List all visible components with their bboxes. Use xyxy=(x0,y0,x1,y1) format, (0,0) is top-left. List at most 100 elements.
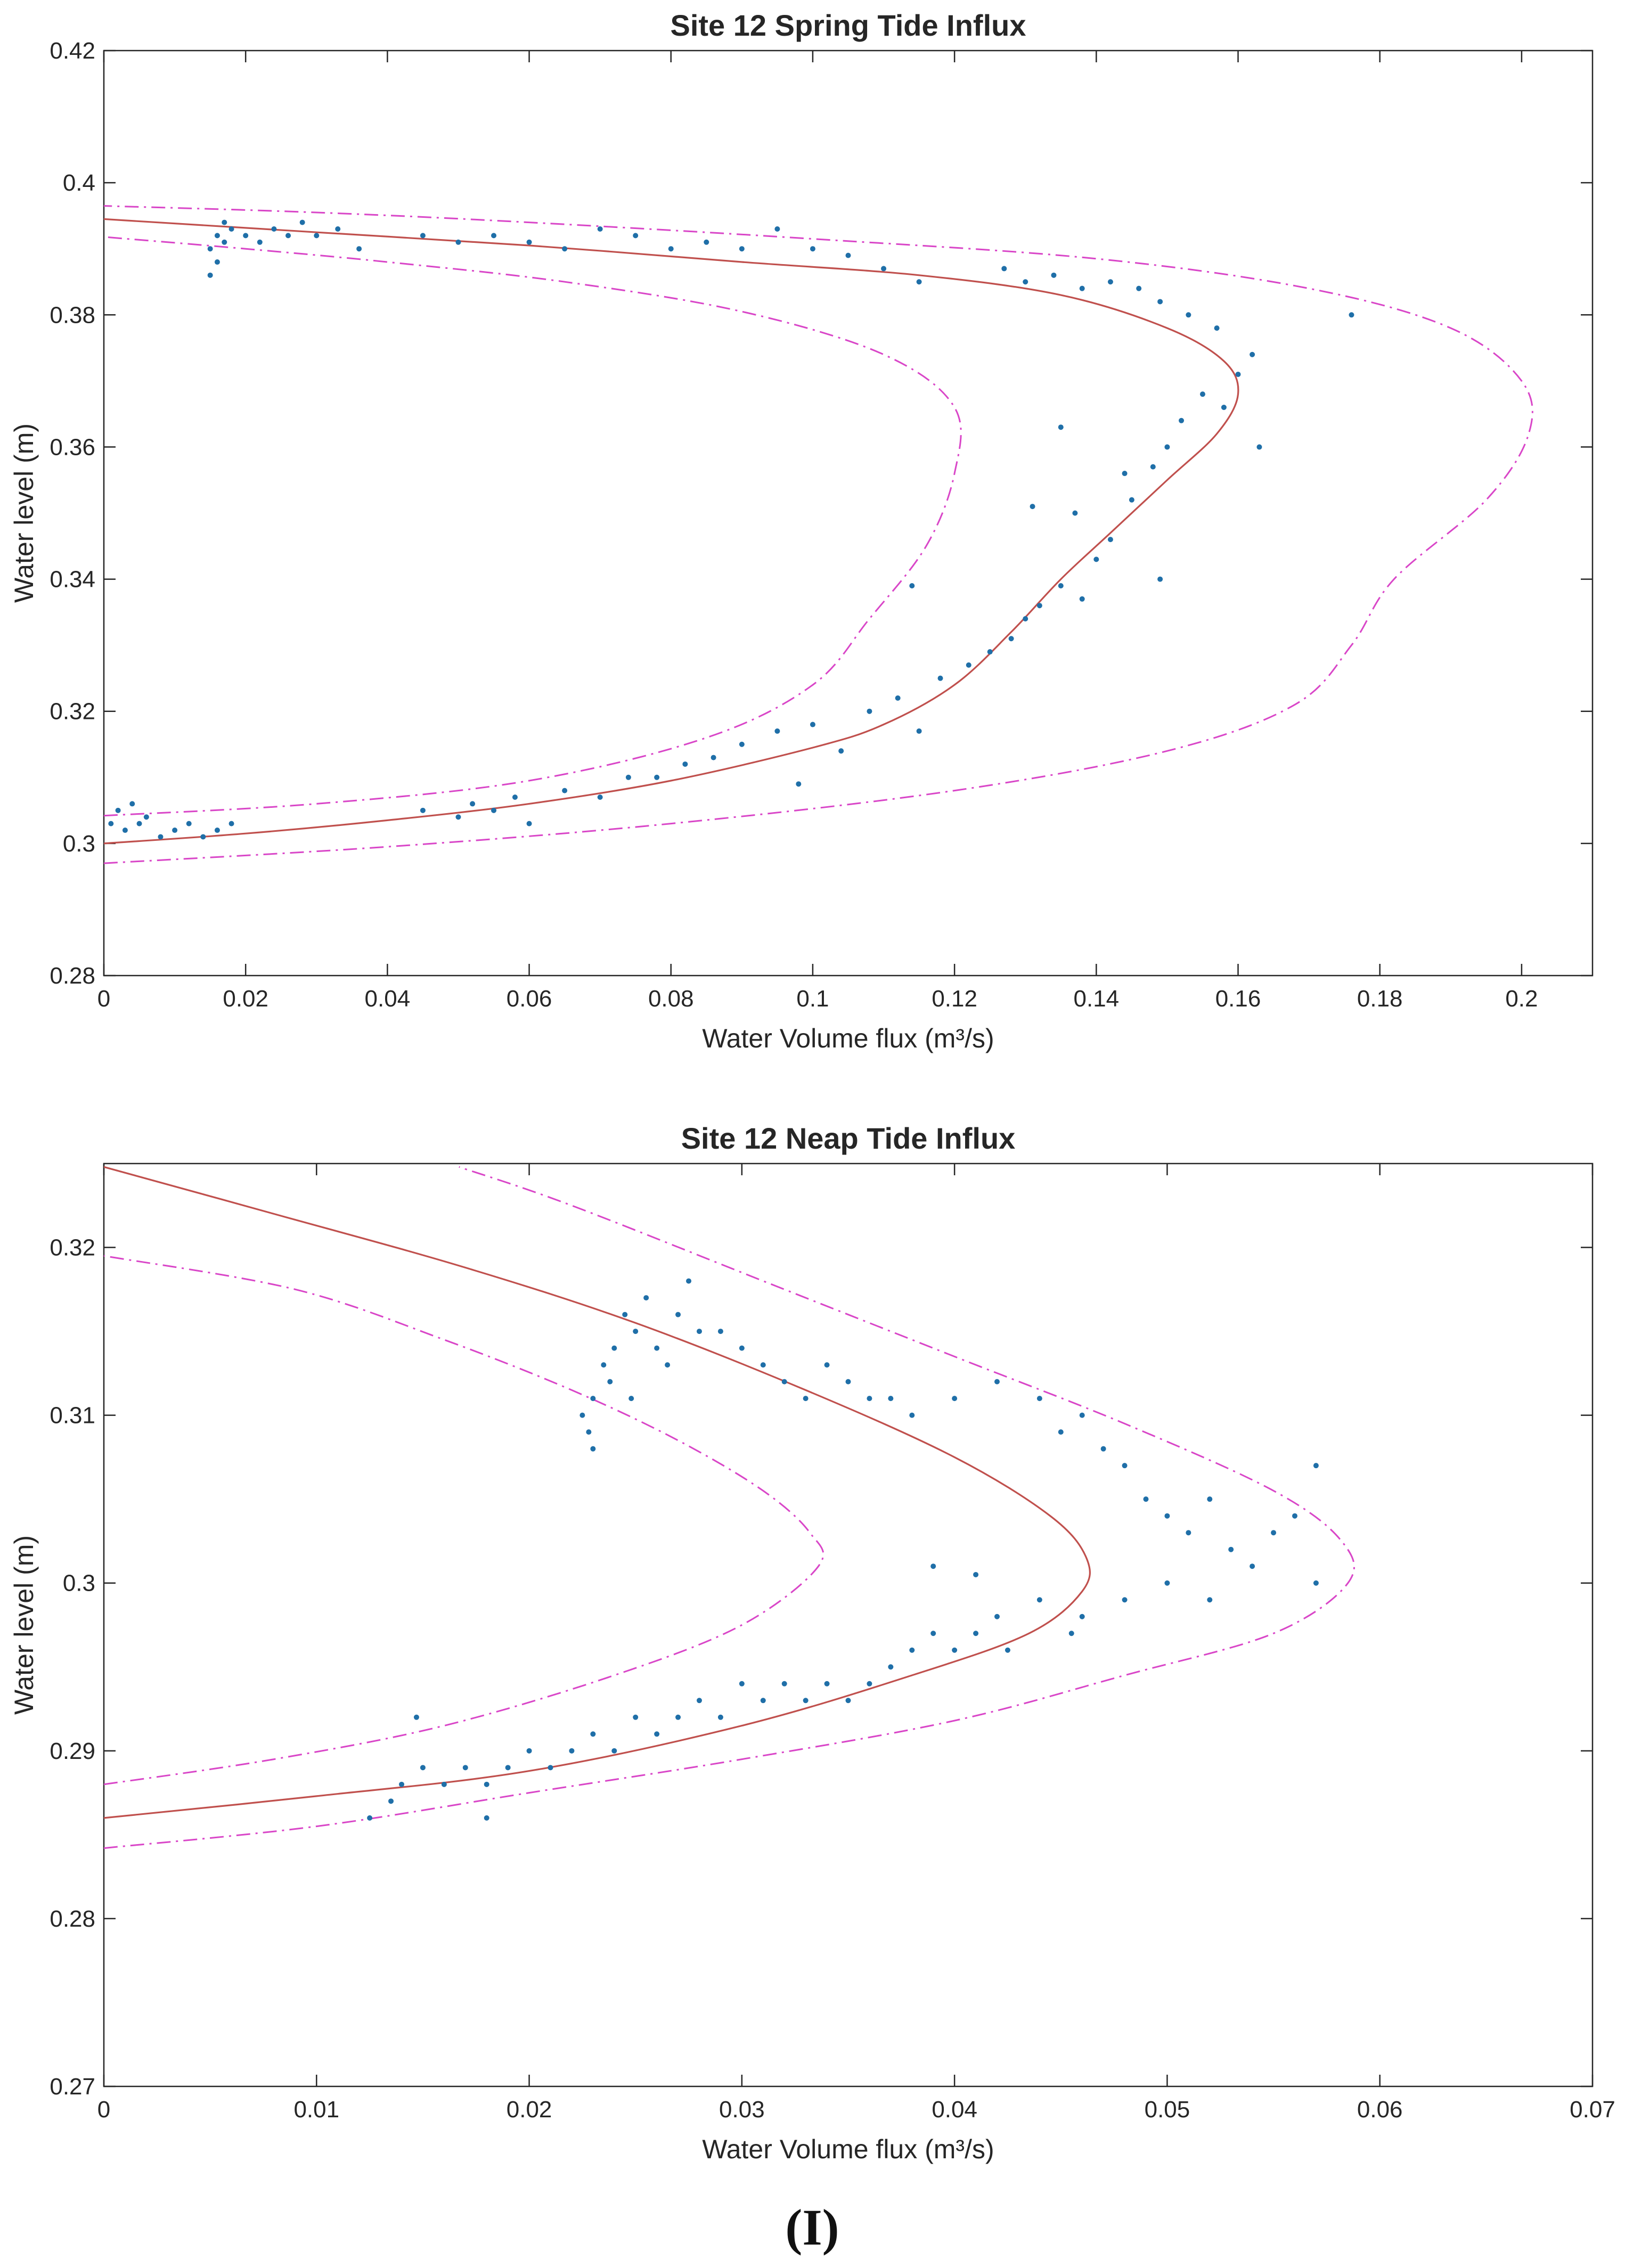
data-point xyxy=(994,1614,1000,1619)
data-point xyxy=(1068,1631,1074,1636)
data-point xyxy=(881,266,887,272)
data-point xyxy=(888,1396,894,1402)
data-point xyxy=(1036,1396,1042,1402)
data-point xyxy=(739,246,745,252)
data-point xyxy=(760,1362,766,1368)
data-point xyxy=(1072,510,1078,516)
data-point xyxy=(462,1765,468,1771)
data-point xyxy=(1256,444,1262,450)
data-point xyxy=(367,1815,373,1821)
data-point xyxy=(916,279,922,285)
data-point xyxy=(1221,404,1227,410)
data-point xyxy=(682,761,688,767)
x-tick-label: 0.1 xyxy=(796,986,829,1012)
data-point xyxy=(774,226,780,232)
data-point xyxy=(1093,556,1099,562)
data-point xyxy=(1150,464,1156,470)
data-point xyxy=(470,801,476,807)
data-point xyxy=(966,662,971,668)
data-point xyxy=(1030,504,1035,510)
data-point xyxy=(579,1412,585,1418)
data-point xyxy=(1313,1463,1319,1469)
confidence-bound-line xyxy=(104,236,962,817)
data-point xyxy=(781,1379,787,1385)
data-point xyxy=(845,252,851,258)
data-point xyxy=(1228,1546,1234,1552)
data-point xyxy=(739,1345,745,1351)
data-point xyxy=(1214,325,1220,331)
data-point xyxy=(590,1446,596,1452)
data-point xyxy=(1250,351,1255,357)
data-point xyxy=(413,1714,419,1720)
data-point xyxy=(973,1571,979,1577)
data-point xyxy=(643,1295,649,1301)
data-point xyxy=(739,1681,745,1686)
x-tick-label: 0.06 xyxy=(507,986,552,1012)
data-point xyxy=(1164,1513,1170,1519)
data-point xyxy=(1058,583,1064,588)
data-point xyxy=(909,583,915,588)
data-point xyxy=(257,239,263,245)
data-point xyxy=(388,1798,394,1804)
data-point xyxy=(654,774,660,780)
data-point xyxy=(420,807,426,813)
data-point xyxy=(867,1681,872,1686)
data-point xyxy=(1058,424,1064,430)
data-point xyxy=(796,781,802,787)
data-point xyxy=(1005,1647,1010,1653)
data-point xyxy=(909,1647,915,1653)
data-point xyxy=(1143,1496,1149,1502)
y-tick-label: 0.32 xyxy=(50,699,95,725)
data-point xyxy=(760,1698,766,1704)
data-point xyxy=(108,821,114,826)
spring-tide-chart: Site 12 Spring Tide Influx 0 0.02 0.04 0.06 0… xyxy=(9,9,1594,1053)
y-tick-label: 0.38 xyxy=(50,302,95,328)
x-tick-label: 0.03 xyxy=(719,2097,765,2123)
data-point xyxy=(228,821,234,826)
y-tick-label: 0.36 xyxy=(50,434,95,460)
data-point xyxy=(824,1681,830,1686)
data-point xyxy=(895,695,901,701)
data-point xyxy=(810,246,815,252)
data-point xyxy=(686,1278,692,1284)
data-point xyxy=(665,1362,671,1368)
data-point xyxy=(271,226,277,232)
data-point xyxy=(1036,603,1042,609)
x-tick-label: 0.08 xyxy=(648,986,694,1012)
data-point xyxy=(1207,1496,1213,1502)
data-point xyxy=(930,1563,936,1569)
x-tick-label: 0.14 xyxy=(1074,986,1120,1012)
data-point xyxy=(597,226,603,232)
plot-area xyxy=(104,205,1533,864)
fitted-curve-line xyxy=(104,218,1239,845)
data-point xyxy=(845,1698,851,1704)
data-point xyxy=(1250,1563,1255,1569)
data-point xyxy=(622,1312,628,1317)
data-point xyxy=(122,828,128,833)
data-point xyxy=(867,708,872,714)
data-point xyxy=(810,722,815,727)
data-point xyxy=(505,1765,511,1771)
data-point xyxy=(1179,417,1185,423)
data-point xyxy=(909,1412,915,1418)
data-point xyxy=(654,1345,660,1351)
data-point xyxy=(590,1731,596,1737)
plot-area xyxy=(104,1166,1355,1849)
data-point xyxy=(1349,312,1354,318)
data-point xyxy=(1107,279,1113,285)
data-point xyxy=(888,1664,894,1670)
data-point xyxy=(335,226,341,232)
data-point xyxy=(1129,497,1134,503)
data-point xyxy=(115,807,121,813)
data-point xyxy=(562,246,568,252)
data-point xyxy=(399,1781,404,1787)
data-point xyxy=(711,755,716,760)
fitted-curve-line xyxy=(104,1166,1091,1819)
data-point xyxy=(1079,285,1085,291)
data-point xyxy=(824,1362,830,1368)
data-point xyxy=(633,1714,639,1720)
data-point xyxy=(1207,1597,1213,1603)
data-point xyxy=(628,1396,634,1402)
data-point xyxy=(675,1312,681,1317)
